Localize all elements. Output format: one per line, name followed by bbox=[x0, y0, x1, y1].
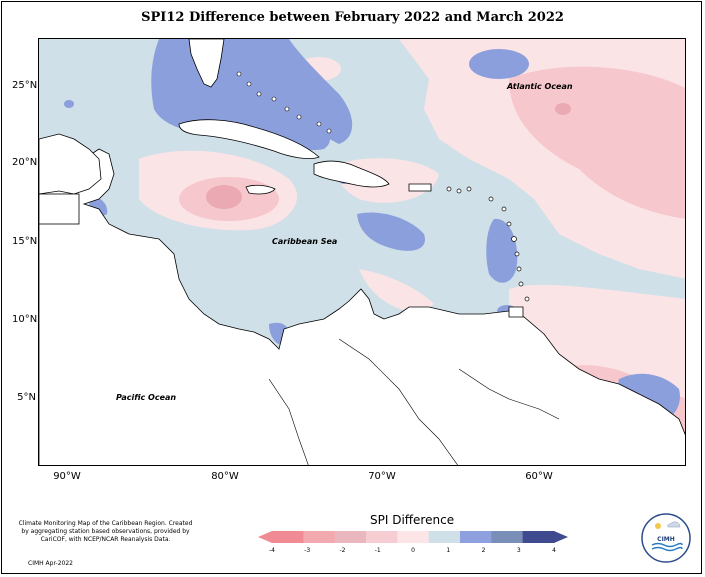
anomaly-pink-atlantic-inner bbox=[509, 66, 685, 219]
legend-arrow-right bbox=[554, 531, 568, 543]
legend-tick-label: -3 bbox=[304, 547, 311, 554]
legend-swatch bbox=[428, 531, 461, 543]
legend-swatch bbox=[272, 531, 304, 543]
place-label-atlantic: Atlantic Ocean bbox=[507, 82, 573, 91]
legend-tick-label: -4 bbox=[269, 547, 275, 554]
anomaly-pink-colombia bbox=[359, 269, 434, 314]
anomaly-blue-lesser-antilles bbox=[486, 218, 518, 283]
anomaly-blue-central-sea bbox=[357, 212, 425, 251]
anomaly-pink-small-atlantic bbox=[555, 103, 571, 115]
legend-swatch bbox=[366, 531, 398, 543]
legend-arrow-left bbox=[258, 531, 272, 543]
anomaly-pink-jamaica-core bbox=[206, 185, 242, 209]
lon-label-70w: 70°W bbox=[368, 471, 396, 482]
land-bahamas bbox=[236, 71, 332, 134]
legend-tick-label: -1 bbox=[374, 547, 381, 554]
anomaly-blue-small-dot bbox=[64, 100, 74, 108]
lat-label-10n: 10°N bbox=[12, 314, 38, 325]
legend-tick-label: 4 bbox=[552, 547, 556, 554]
land-puerto-rico bbox=[408, 183, 432, 192]
land-central-america bbox=[39, 148, 685, 465]
cimh-logo: CIMH bbox=[641, 513, 691, 563]
legend-tick-label: -2 bbox=[339, 547, 346, 554]
land-south-america-interior bbox=[268, 338, 560, 465]
legend-swatch bbox=[491, 531, 524, 543]
map-panel bbox=[38, 38, 686, 466]
legend-colorbar bbox=[258, 531, 568, 543]
lon-label-80w: 80°W bbox=[211, 471, 239, 482]
land-yucatan bbox=[39, 133, 102, 195]
lat-label-20n: 20°N bbox=[12, 157, 38, 168]
lon-label-90w: 90°W bbox=[53, 471, 81, 482]
legend-tick-row: -4 -3 -2 -1 0 1 2 3 4 bbox=[258, 547, 568, 559]
land-hispaniola bbox=[313, 160, 390, 188]
lat-label-25n: 25°N bbox=[12, 80, 38, 91]
legend-swatch bbox=[303, 531, 336, 543]
land-florida bbox=[188, 39, 225, 88]
lat-label-5n: 5°N bbox=[17, 392, 36, 403]
land-lesser-antilles bbox=[446, 186, 530, 302]
logo-text: CIMH bbox=[657, 536, 675, 543]
legend-tick-label: 2 bbox=[481, 547, 486, 554]
land-jamaica bbox=[245, 184, 276, 195]
anomaly-blue-atlantic-north bbox=[469, 49, 529, 79]
legend-swatch bbox=[460, 531, 492, 543]
land-trinidad bbox=[508, 306, 524, 318]
legend-title: SPI Difference bbox=[370, 513, 455, 527]
lat-label-15n: 15°N bbox=[12, 236, 38, 247]
lon-label-60w: 60°W bbox=[525, 471, 553, 482]
credit-text: Climate Monitoring Map of the Caribbean … bbox=[18, 520, 193, 543]
credit-date: CIMH Apr-2022 bbox=[28, 560, 73, 567]
anomaly-blue-bahamas bbox=[239, 39, 353, 144]
place-label-caribbean: Caribbean Sea bbox=[272, 237, 338, 246]
land-cuba bbox=[178, 119, 320, 159]
legend-swatch bbox=[334, 531, 367, 543]
place-label-pacific: Pacific Ocean bbox=[116, 393, 177, 402]
legend-swatch bbox=[522, 531, 555, 543]
legend-tick-label: 0 bbox=[411, 547, 415, 554]
legend-tick-label: 3 bbox=[516, 547, 521, 554]
legend-swatch bbox=[397, 531, 430, 543]
legend-tick-label: 1 bbox=[446, 547, 451, 554]
land-mexico-west bbox=[39, 193, 80, 225]
map-title: SPI12 Difference between February 2022 a… bbox=[141, 10, 564, 25]
spi-map bbox=[39, 39, 685, 465]
